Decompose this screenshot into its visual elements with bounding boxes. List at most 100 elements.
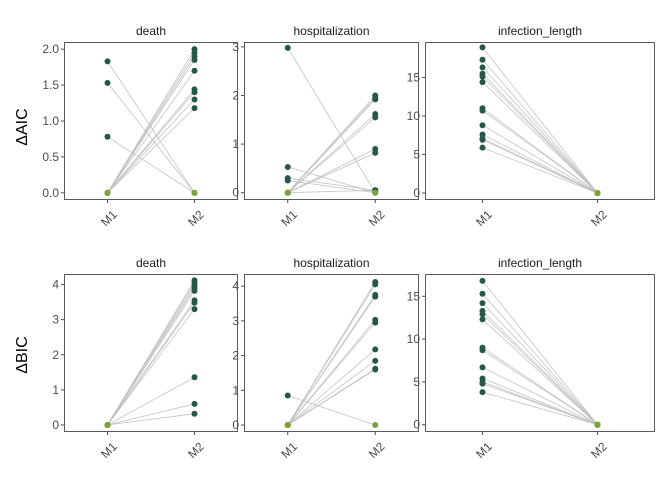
panel-3-ytick-label-2: 5: [413, 148, 420, 162]
panel-5-point-m2-5: [372, 293, 379, 300]
panel-1-point-m2-7: [191, 56, 198, 63]
panel-6-point-m1-3: [479, 300, 486, 307]
panel-6: infection_length 0 5 10 15 M1 M2: [407, 256, 655, 461]
panel-1-point-m2-11: [191, 96, 198, 103]
panel-3-point-m1-12: [479, 136, 486, 143]
panel-6-ytick-label-4: 15: [407, 289, 421, 303]
panel-4-pair-line-7: [107, 302, 195, 426]
panel-3-pair-line-12: [482, 139, 598, 194]
panel-6-pair-line-10: [482, 378, 598, 426]
panel-3-point-m1-1: [479, 44, 486, 51]
panel-1-ytick-label-4: 1.5: [42, 78, 59, 92]
panel-6-ytick-label-1: 0: [413, 418, 420, 432]
panel-4-pair-line-11: [107, 413, 195, 426]
panel-6-border: [425, 274, 655, 432]
panel-1-point-m2-10: [191, 89, 198, 96]
panel-5-ytick-label-2: 1: [232, 383, 239, 397]
panel-3: infection_length 0 5 10 15 M1 M2: [407, 24, 655, 229]
panel-5-pair-line-9: [287, 360, 376, 426]
panel-5-point-m2-1: [372, 422, 379, 429]
panel-1-border: [64, 42, 238, 200]
panel-3-xtick-label-1: M1: [473, 207, 495, 229]
panel-3-pair-line-8: [482, 110, 598, 194]
panel-4-point-m2-7: [191, 299, 198, 306]
panel-4-point-m2-8: [191, 306, 198, 313]
panel-1-point-m1-2: [104, 79, 111, 86]
panel-3-ytick-label-4: 15: [407, 70, 421, 84]
panel-5-point-m1-1: [284, 392, 291, 399]
panel-3-pair-line-10: [482, 134, 598, 194]
panel-1-pair-line-8: [107, 70, 195, 194]
panel-6-point-m1-1: [479, 277, 486, 284]
panel-1-ytick-label-5: 2.0: [42, 42, 59, 56]
panel-4-ytick-label-2: 1: [52, 383, 59, 397]
panel-6-pair-line-6: [482, 319, 598, 426]
panel-5-point-m2-8: [372, 346, 379, 353]
panel-3-point-m1-8: [479, 107, 486, 114]
panel-1-pair-line-12: [107, 107, 195, 194]
panel-3-point-m1-13: [479, 144, 486, 151]
panel-2-xtick-label-1: M1: [278, 207, 300, 229]
panel-1-point-m1-1: [104, 58, 111, 65]
panel-3-border: [425, 42, 655, 200]
panel-5-ytick-label-1: 0: [232, 418, 239, 432]
panel-4-point-m2-10: [191, 400, 198, 407]
panel-5-pair-line-5: [287, 296, 376, 426]
panel-1: death 0.0 0.5 1.0 1.5 2.0 M1 M2: [42, 24, 238, 229]
panel-3-xtick-label-2: M2: [588, 207, 610, 229]
panel-5-xtick-label-2: M2: [366, 439, 388, 461]
panel-4-point-m1-11: [104, 421, 111, 428]
panel-2-pair-line-10: [287, 148, 376, 194]
panel-3-pair-line-13: [482, 147, 598, 194]
panel-2-point-m2-9: [372, 114, 379, 121]
panel-2-point-m1-4: [284, 177, 291, 184]
panel-3-point-m1-9: [479, 122, 486, 129]
panel-3-ytick-label-1: 0: [413, 186, 420, 200]
panel-4-pair-line-5: [107, 290, 195, 426]
panel-4-point-m2-5: [191, 287, 198, 294]
panel-6-strip-label: infection_length: [498, 256, 582, 270]
panel-6-pair-line-13: [482, 391, 598, 426]
panel-5-ytick-label-3: 2: [232, 349, 239, 363]
panel-6-xtick-label-1: M1: [473, 439, 495, 461]
panel-6-pair-line-8: [482, 349, 598, 426]
panel-4-strip-label: death: [136, 256, 166, 270]
panel-6-point-m1-8: [479, 347, 486, 354]
panel-5-pair-line-7: [287, 322, 376, 426]
panel-5-point-m2-11: [372, 366, 379, 373]
panel-6-ytick-label-3: 10: [407, 332, 421, 346]
panel-5-ytick-label-4: 3: [232, 314, 239, 328]
panel-5: hospitalization 0 1 2 3 4 M1 M2: [232, 256, 419, 461]
panel-2-xtick-label-2: M2: [366, 207, 388, 229]
panel-6-point-m2-13: [594, 421, 601, 428]
panel-6-point-m1-13: [479, 389, 486, 396]
panel-4-xtick-label-2: M2: [185, 439, 207, 461]
panel-6-point-m1-2: [479, 290, 486, 297]
panel-2-point-m1-12: [284, 189, 291, 196]
panel-1-ytick-label-3: 1.0: [42, 114, 59, 128]
panel-5-point-m2-7: [372, 319, 379, 326]
panel-6-pair-line-1: [482, 280, 598, 426]
panel-4-xtick-label-1: M1: [98, 439, 120, 461]
panel-6-pair-line-2: [482, 293, 598, 426]
panel-1-pair-line-2: [107, 82, 195, 194]
panel-5-point-m2-3: [372, 281, 379, 288]
panel-6-xtick-label-2: M2: [588, 439, 610, 461]
panel-1-point-m1-12: [104, 189, 111, 196]
panel-4-ytick-label-4: 3: [52, 313, 59, 327]
panel-6-pair-line-3: [482, 302, 598, 426]
panel-2-pair-line-7: [287, 99, 376, 194]
panel-5-border: [244, 274, 419, 432]
panel-1-ytick-label-1: 0.0: [42, 186, 59, 200]
panel-1-xtick-label-1: M1: [98, 207, 120, 229]
panel-1-point-m2-3: [191, 189, 198, 196]
panel-6-pair-line-12: [482, 383, 598, 426]
panel-2-ytick-label-1: 0: [232, 186, 239, 200]
panel-3-point-m1-6: [479, 79, 486, 86]
panel-3-pair-line-5: [482, 76, 598, 194]
panel-6-point-m1-9: [479, 364, 486, 371]
panel-3-pair-line-9: [482, 124, 598, 194]
panel-6-point-m1-6: [479, 316, 486, 323]
panel-1-point-m1-3: [104, 133, 111, 140]
